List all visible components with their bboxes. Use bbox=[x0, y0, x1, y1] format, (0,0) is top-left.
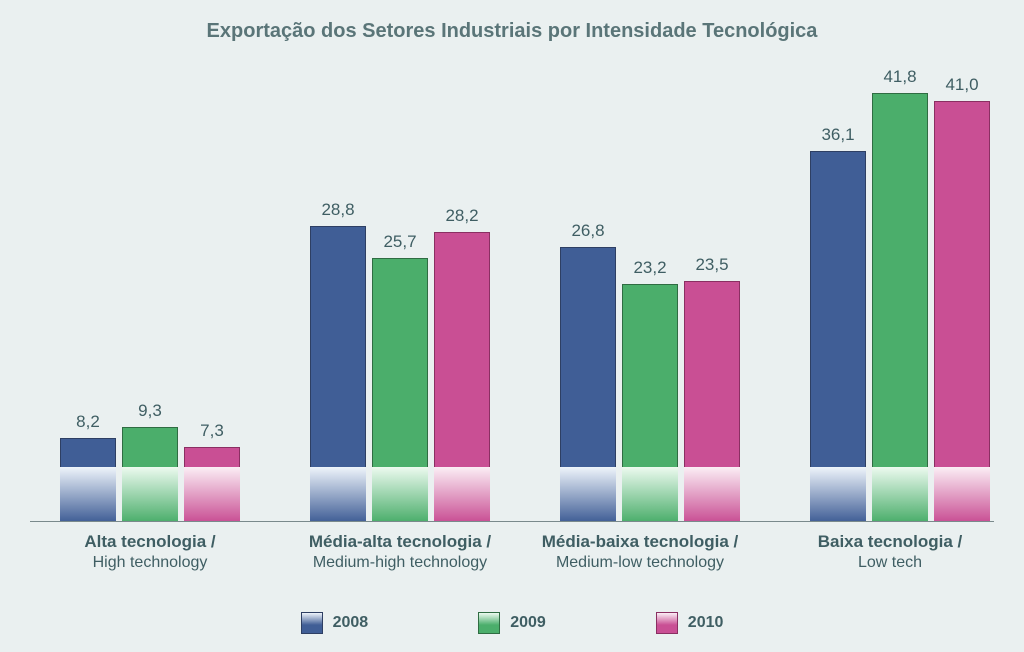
bar-value: 41,8 bbox=[883, 67, 916, 87]
bar: 7,3 bbox=[184, 447, 240, 522]
bar: 25,7 bbox=[372, 258, 428, 522]
bar-group: 26,823,223,5 bbox=[550, 60, 750, 522]
bar-value: 25,7 bbox=[383, 232, 416, 252]
bar-group: 8,29,37,3 bbox=[50, 60, 250, 522]
bar-value: 28,8 bbox=[321, 200, 354, 220]
bar-value: 36,1 bbox=[821, 125, 854, 145]
category-label: Média-alta tecnologia /Medium-high techn… bbox=[290, 532, 510, 572]
bar-value: 23,2 bbox=[633, 258, 666, 278]
legend-item: 2008 bbox=[301, 612, 369, 634]
category-label: Baixa tecnologia /Low tech bbox=[780, 532, 1000, 572]
bar: 8,2 bbox=[60, 438, 116, 522]
bar-value: 9,3 bbox=[138, 401, 162, 421]
bar: 23,5 bbox=[684, 281, 740, 522]
legend-item: 2009 bbox=[478, 612, 546, 634]
bar: 26,8 bbox=[560, 247, 616, 522]
bar: 28,8 bbox=[310, 226, 366, 522]
bar-group: 28,825,728,2 bbox=[300, 60, 500, 522]
plot-area: 8,29,37,328,825,728,226,823,223,536,141,… bbox=[30, 60, 994, 522]
legend-swatch bbox=[478, 612, 500, 634]
bar: 36,1 bbox=[810, 151, 866, 522]
legend-label: 2009 bbox=[510, 614, 546, 632]
legend: 2008 2009 2010 bbox=[0, 612, 1024, 634]
chart-title: Exportação dos Setores Industriais por I… bbox=[0, 20, 1024, 43]
bar-group: 36,141,841,0 bbox=[800, 60, 1000, 522]
bar-value: 28,2 bbox=[445, 206, 478, 226]
chart-container: Exportação dos Setores Industriais por I… bbox=[0, 0, 1024, 652]
legend-swatch bbox=[301, 612, 323, 634]
x-axis bbox=[30, 521, 994, 522]
bar-value: 26,8 bbox=[571, 221, 604, 241]
bar-value: 23,5 bbox=[695, 255, 728, 275]
legend-swatch bbox=[656, 612, 678, 634]
bar: 41,0 bbox=[934, 101, 990, 522]
bar: 41,8 bbox=[872, 93, 928, 522]
bar-value: 7,3 bbox=[200, 421, 224, 441]
bar: 23,2 bbox=[622, 284, 678, 522]
category-labels: Alta tecnologia /High technology Média-al… bbox=[30, 532, 994, 592]
legend-label: 2010 bbox=[688, 614, 724, 632]
bar-value: 8,2 bbox=[76, 412, 100, 432]
bar: 28,2 bbox=[434, 232, 490, 522]
category-label: Média-baixa tecnologia /Medium-low techn… bbox=[530, 532, 750, 572]
legend-item: 2010 bbox=[656, 612, 724, 634]
legend-label: 2008 bbox=[333, 614, 369, 632]
bar-value: 41,0 bbox=[945, 75, 978, 95]
category-label: Alta tecnologia /High technology bbox=[40, 532, 260, 572]
bar: 9,3 bbox=[122, 427, 178, 522]
